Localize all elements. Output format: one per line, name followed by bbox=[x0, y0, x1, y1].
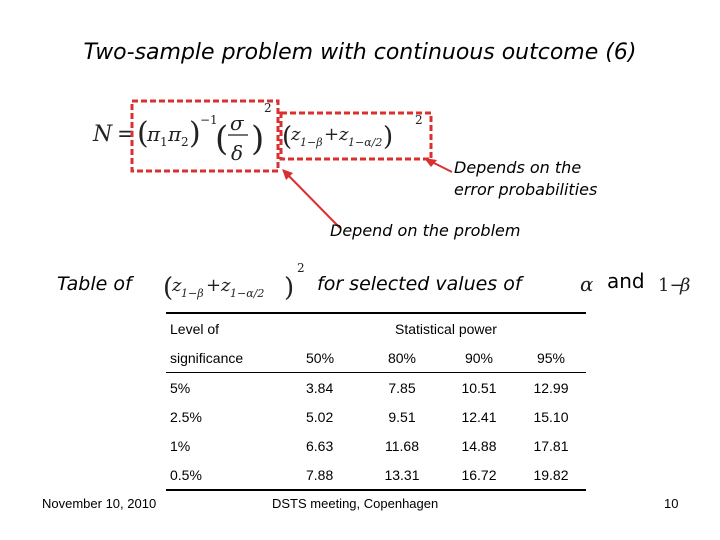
cell-value: 17.81 bbox=[533, 437, 569, 454]
svg-text:z: z bbox=[171, 275, 182, 296]
cell-value: 6.63 bbox=[306, 437, 334, 454]
svg-text:1: 1 bbox=[160, 135, 168, 149]
power-table: Level of Statistical power significance … bbox=[166, 312, 586, 491]
cell-value: 9.51 bbox=[388, 408, 416, 425]
cell-value: 12.99 bbox=[516, 372, 586, 402]
svg-text:σ: σ bbox=[230, 111, 245, 135]
slide-title: Two-sample problem with continuous outco… bbox=[83, 40, 637, 65]
cell-value: 11.68 bbox=[385, 437, 419, 454]
svg-text:(: ( bbox=[215, 119, 228, 159]
cell-value: 10.51 bbox=[442, 372, 516, 402]
svg-text:2: 2 bbox=[297, 261, 305, 275]
callout-problem: Depend on the problem bbox=[330, 221, 521, 240]
table-row: 5% 3.84 7.85 10.51 12.99 bbox=[166, 372, 586, 402]
svg-text:1−: 1− bbox=[658, 275, 685, 296]
svg-text:2: 2 bbox=[181, 135, 189, 149]
cell-value: 7.88 bbox=[306, 460, 362, 491]
header-power-80: 80% bbox=[387, 349, 417, 366]
cell-value: 14.88 bbox=[461, 437, 497, 454]
cell-level: 1% bbox=[170, 437, 191, 454]
svg-text:(: ( bbox=[137, 116, 149, 151]
svg-text:z: z bbox=[290, 124, 301, 145]
svg-text:): ) bbox=[383, 122, 393, 152]
table-row: 0.5% 7.88 13.31 16.72 19.82 bbox=[166, 460, 586, 491]
svg-text:1−β: 1−β bbox=[300, 136, 323, 149]
table-subheader-row: significance 50% 80% 90% 95% bbox=[166, 343, 586, 373]
caption-prefix: Table of bbox=[57, 273, 132, 295]
table-row: 1% 6.63 11.68 14.88 17.81 bbox=[166, 431, 586, 460]
svg-text:π: π bbox=[167, 122, 182, 146]
cell-value: 15.10 bbox=[533, 408, 569, 425]
header-statistical-power: Statistical power bbox=[306, 312, 586, 343]
cell-value: 16.72 bbox=[442, 460, 516, 491]
callout-error-probabilities: Depends on the error probabilities bbox=[454, 157, 597, 201]
header-power-95: 95% bbox=[536, 349, 566, 366]
cell-value: 19.82 bbox=[516, 460, 586, 491]
header-significance: significance bbox=[170, 349, 244, 366]
header-power-90: 90% bbox=[464, 349, 494, 366]
page-number: 10 bbox=[664, 496, 679, 511]
svg-text:1−α/2: 1−α/2 bbox=[230, 287, 264, 300]
svg-text:z: z bbox=[220, 275, 231, 296]
svg-text:+: + bbox=[206, 275, 221, 296]
svg-text:π: π bbox=[146, 122, 161, 146]
svg-text:1−β: 1−β bbox=[181, 287, 204, 300]
svg-text:−1: −1 bbox=[200, 113, 218, 127]
footer-center: DSTS meeting, Copenhagen bbox=[272, 496, 439, 511]
svg-text:+: + bbox=[324, 124, 339, 145]
header-level-of: Level of bbox=[166, 312, 306, 343]
svg-text:1−α/2: 1−α/2 bbox=[348, 136, 382, 149]
caption-and: and bbox=[607, 269, 645, 293]
svg-text:2: 2 bbox=[264, 101, 272, 115]
svg-text:α: α bbox=[580, 272, 594, 296]
svg-text:): ) bbox=[284, 273, 294, 303]
callout-error-line-1: Depends on the bbox=[454, 158, 582, 177]
svg-text:N: N bbox=[92, 122, 113, 147]
svg-text:(: ( bbox=[163, 273, 173, 303]
svg-text:z: z bbox=[338, 124, 349, 145]
cell-value: 12.41 bbox=[461, 408, 497, 425]
svg-text:(: ( bbox=[282, 122, 292, 152]
cell-value: 5.02 bbox=[306, 408, 334, 425]
caption-middle: for selected values of bbox=[317, 273, 522, 295]
cell-value: 3.84 bbox=[306, 372, 362, 402]
table-header-row: Level of Statistical power bbox=[166, 312, 586, 343]
footer-date: November 10, 2010 bbox=[42, 496, 157, 511]
header-power-50: 50% bbox=[306, 349, 335, 366]
svg-text:): ) bbox=[251, 119, 264, 159]
callout-error-line-2: error probabilities bbox=[454, 180, 598, 199]
svg-text:β: β bbox=[679, 275, 690, 296]
cell-level: 0.5% bbox=[166, 460, 306, 491]
cell-value: 7.85 bbox=[362, 372, 442, 402]
svg-text:2: 2 bbox=[415, 113, 423, 127]
svg-text:δ: δ bbox=[231, 141, 243, 165]
caption-formula: ( z 1−β + z 1−α/2 ) 2 α 1− β bbox=[163, 261, 690, 303]
svg-text:): ) bbox=[189, 116, 201, 151]
cell-level: 5% bbox=[166, 372, 306, 402]
cell-value: 13.31 bbox=[362, 460, 442, 491]
table-row: 2.5% 5.02 9.51 12.41 15.10 bbox=[166, 402, 586, 431]
cell-level: 2.5% bbox=[170, 408, 202, 425]
